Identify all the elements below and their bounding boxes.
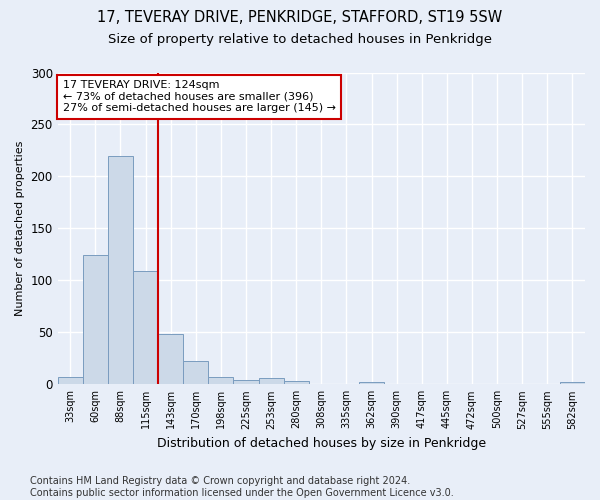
Bar <box>83 256 108 384</box>
Bar <box>233 380 259 384</box>
Text: Size of property relative to detached houses in Penkridge: Size of property relative to detached ho… <box>108 32 492 46</box>
Text: Contains HM Land Registry data © Crown copyright and database right 2024.
Contai: Contains HM Land Registry data © Crown c… <box>30 476 454 498</box>
Text: 17 TEVERAY DRIVE: 124sqm
← 73% of detached houses are smaller (396)
27% of semi-: 17 TEVERAY DRIVE: 124sqm ← 73% of detach… <box>63 80 336 114</box>
Bar <box>183 362 208 384</box>
Bar <box>58 377 83 384</box>
Bar <box>259 378 284 384</box>
Bar <box>158 334 183 384</box>
Bar <box>560 382 585 384</box>
Bar <box>108 156 133 384</box>
Bar <box>133 271 158 384</box>
Text: 17, TEVERAY DRIVE, PENKRIDGE, STAFFORD, ST19 5SW: 17, TEVERAY DRIVE, PENKRIDGE, STAFFORD, … <box>97 10 503 25</box>
Bar <box>359 382 384 384</box>
X-axis label: Distribution of detached houses by size in Penkridge: Distribution of detached houses by size … <box>157 437 486 450</box>
Bar <box>208 377 233 384</box>
Bar <box>284 381 309 384</box>
Y-axis label: Number of detached properties: Number of detached properties <box>15 140 25 316</box>
